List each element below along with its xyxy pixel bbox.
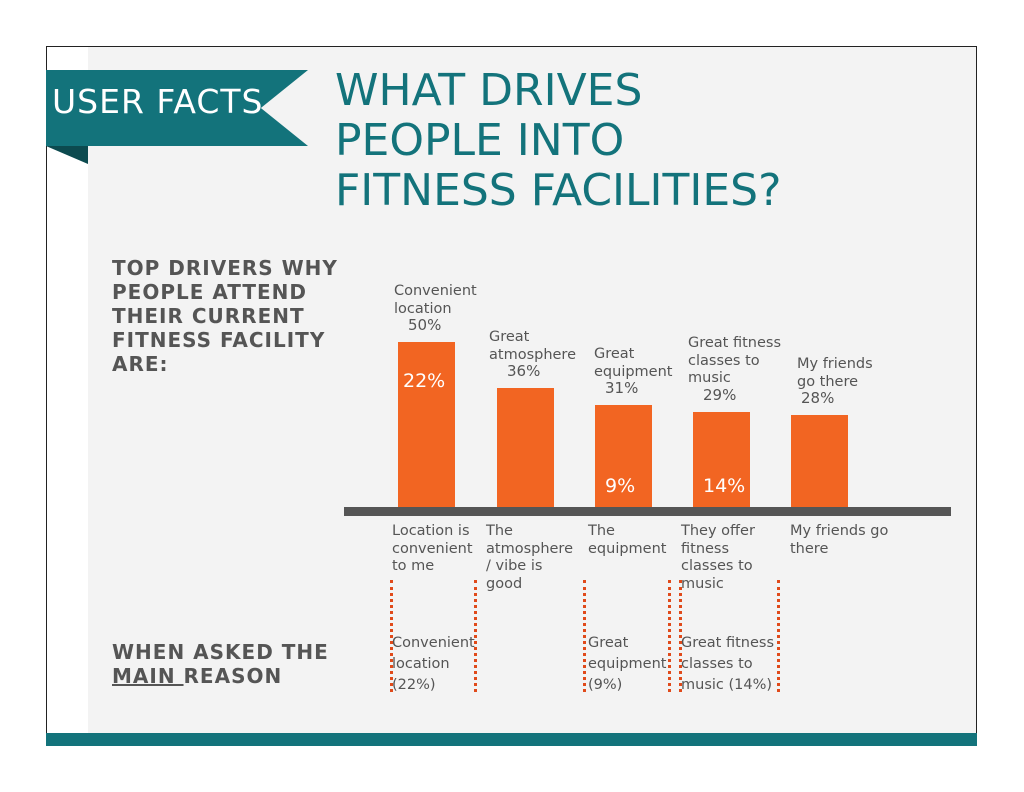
- x-axis: [344, 507, 951, 516]
- reason-word: REASON: [183, 664, 283, 688]
- category-label: Convenient: [394, 283, 477, 299]
- bar: [693, 411, 750, 508]
- below-axis-label: My friends go: [790, 523, 889, 539]
- category-label: Great: [489, 329, 530, 346]
- bar: [791, 415, 848, 508]
- page-title: WHAT DRIVES PEOPLE INTO FITNESS FACILITI…: [335, 66, 935, 216]
- category-label: equipment: [594, 363, 673, 380]
- main-reason-line: WHEN ASKED THE: [112, 640, 329, 664]
- bar: [497, 388, 554, 508]
- below-axis-label: The: [588, 523, 615, 539]
- bar: [595, 405, 652, 508]
- main-reason-label: Convenient: [392, 635, 475, 651]
- category-label: atmosphere: [489, 346, 576, 363]
- dotted-connector: [583, 580, 586, 692]
- dotted-connector: [668, 580, 671, 692]
- title-line: WHAT DRIVES: [335, 65, 643, 116]
- category-label: Great fitness: [688, 335, 782, 352]
- main-reason-label: classes to: [681, 656, 753, 672]
- top-drivers-line: PEOPLE ATTEND: [112, 280, 308, 304]
- below-axis-label: atmosphere: [486, 540, 573, 557]
- below-axis-label: music: [681, 575, 724, 592]
- bar-value-label: 28%: [801, 389, 835, 408]
- main-reason-label: Great: [588, 635, 629, 651]
- main-reason-label: WHEN ASKED THE MAIN REASON: [112, 640, 342, 688]
- top-drivers-line: FITNESS FACILITY: [112, 328, 326, 352]
- top-drivers-label: TOP DRIVERS WHY PEOPLE ATTEND THEIR CURR…: [112, 256, 342, 376]
- main-reason-value: 9%: [605, 475, 636, 497]
- main-reason-label: (22%): [392, 677, 436, 693]
- dotted-connector: [390, 580, 393, 692]
- main-reason-label: (9%): [588, 677, 623, 693]
- category-label: location: [394, 300, 452, 317]
- main-word: MAIN: [112, 664, 184, 688]
- dotted-connector: [777, 580, 780, 692]
- main-reason-line: MAIN REASON: [112, 664, 342, 688]
- below-axis-label: equipment: [588, 540, 667, 557]
- main-reason-label: equipment: [588, 656, 667, 672]
- dotted-connector: [679, 580, 682, 692]
- below-axis-label: The: [486, 523, 513, 539]
- bar-value-label: 29%: [703, 385, 737, 404]
- below-axis-label: classes to: [681, 558, 753, 574]
- title-line: PEOPLE INTO: [335, 115, 625, 166]
- bar-value-label: 31%: [605, 379, 639, 398]
- bar: [398, 342, 455, 508]
- main-reason-label: location: [392, 656, 450, 672]
- category-label: Great: [594, 346, 635, 363]
- main-reason-value: 22%: [403, 370, 446, 392]
- below-axis-label: / vibe is: [486, 558, 543, 574]
- below-axis-label: convenient: [392, 540, 473, 557]
- footer-bar: [46, 733, 977, 746]
- below-axis-label: fitness: [681, 540, 730, 557]
- below-axis-label: there: [790, 540, 829, 557]
- main-reason-label: music (14%): [681, 677, 773, 693]
- title-line: FITNESS FACILITIES?: [335, 165, 782, 216]
- bar-value-label: 36%: [507, 362, 541, 381]
- category-label: classes to: [688, 352, 760, 369]
- bar-value-label: 50%: [408, 316, 442, 334]
- below-axis-label: Location is: [392, 523, 470, 539]
- below-axis-label: They offer: [681, 523, 755, 539]
- below-axis-label: to me: [392, 558, 435, 574]
- top-drivers-line: THEIR CURRENT: [112, 304, 305, 328]
- ribbon-label: USER FACTS: [52, 82, 264, 121]
- dotted-connector: [474, 580, 477, 692]
- category-label: music: [688, 370, 731, 387]
- category-label: My friends: [797, 356, 873, 373]
- main-reason-value: 14%: [703, 475, 746, 497]
- top-drivers-line: TOP DRIVERS WHY: [112, 256, 338, 280]
- main-reason-label: Great fitness: [681, 635, 775, 651]
- category-label: go there: [797, 373, 859, 390]
- top-drivers-line: ARE:: [112, 352, 169, 376]
- below-axis-label: good: [486, 575, 523, 592]
